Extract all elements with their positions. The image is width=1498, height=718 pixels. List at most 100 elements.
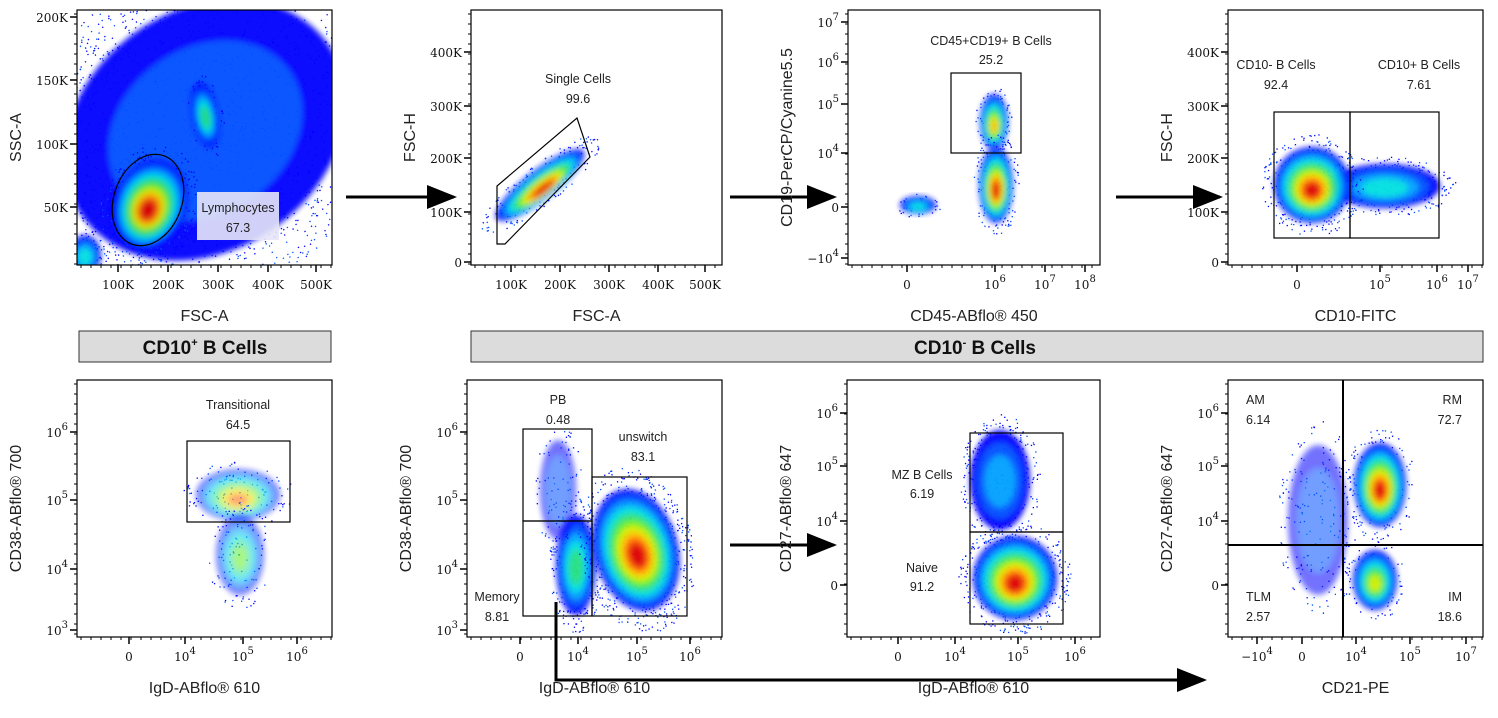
event-dot [217,575,218,576]
x-tick-label: 105 [232,646,254,664]
event-dot [44,116,46,118]
event-dot [221,120,223,122]
event-dot [577,147,579,149]
event-dot [43,131,45,133]
event-dot [583,515,584,516]
event-dot [383,40,385,42]
event-dot [593,605,594,606]
event-dot [256,588,257,589]
event-dot [597,146,599,148]
event-dot [1341,156,1342,157]
event-dot [342,130,344,132]
event-dot [338,201,340,203]
event-dot [185,283,187,285]
event-dot [343,159,345,161]
event-dot [108,15,110,17]
event-dot [152,297,154,299]
event-dot [51,173,53,175]
event-dot [334,18,336,20]
event-dot [1270,164,1271,165]
event-dot [96,38,98,40]
event-dot [135,289,137,291]
event-dot [60,240,62,242]
event-dot [281,228,283,230]
event-dot [1351,199,1352,200]
event-dot [63,44,65,46]
event-dot [71,255,73,257]
event-dot [99,286,101,288]
event-dot [205,76,207,78]
event-dot [52,193,54,195]
event-dot [280,510,281,511]
event-dot [236,595,237,596]
event-dot [377,136,379,138]
event-dot [586,612,587,613]
event-dot [326,14,328,16]
event-dot [239,255,241,257]
event-dot [348,77,350,79]
event-dot [222,110,224,112]
event-dot [139,1,141,3]
event-dot [204,145,206,147]
density-blob [979,147,1013,223]
event-dot [104,36,106,38]
event-dot [996,233,997,234]
event-dot [1455,182,1456,183]
event-dot [59,115,61,117]
event-dot [1329,150,1330,151]
event-dot [585,169,587,171]
event-dot [276,477,277,478]
event-dot [244,252,246,254]
event-dot [288,261,290,263]
event-dot [995,90,996,91]
event-dot [68,188,70,190]
event-dot [1352,208,1353,209]
event-dot [67,111,69,113]
event-dot [1378,210,1379,211]
event-dot [85,229,86,230]
event-dot [586,141,588,143]
event-dot [47,174,49,176]
event-dot [32,196,34,198]
event-dot [206,272,208,274]
event-dot [237,1,239,3]
event-dot [273,3,275,5]
event-dot [171,3,173,5]
event-dot [1284,214,1285,215]
event-dot [329,218,331,220]
event-dot [354,17,356,19]
event-dot [219,530,220,531]
event-dot [321,0,323,1]
density-blob [69,235,101,275]
event-dot [223,274,225,276]
event-dot [581,621,582,622]
event-dot [23,172,25,174]
event-dot [1306,225,1307,226]
event-dot [563,149,565,151]
event-dot [30,215,32,217]
event-dot [72,34,74,36]
event-dot [71,272,73,274]
event-dot [386,147,388,149]
event-dot [1269,158,1270,159]
event-dot [40,216,42,218]
density-level [991,120,998,133]
event-dot [980,205,981,206]
event-dot [215,299,217,301]
event-dot [48,235,50,237]
event-dot [1310,230,1311,231]
density-blob [1274,147,1350,223]
event-dot [127,5,129,7]
event-dot [54,110,56,112]
y-axis-label: SSC-A [8,113,25,162]
event-dot [345,56,347,58]
event-dot [153,275,155,277]
event-dot [325,234,327,236]
event-dot [557,598,558,599]
event-dot [276,272,278,274]
event-dot [101,258,102,259]
event-dot [350,103,352,105]
event-dot [595,592,596,593]
event-dot [58,125,60,127]
event-dot [218,526,219,527]
